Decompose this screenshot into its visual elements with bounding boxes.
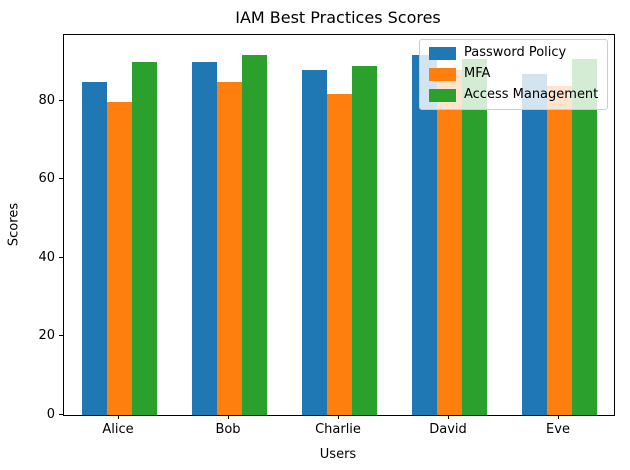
- bar-bob-access-management: [241, 54, 267, 415]
- x-tick-mark: [117, 415, 119, 419]
- legend-swatch-password-policy-icon: [429, 46, 456, 60]
- y-tick-label: 40: [38, 249, 55, 265]
- bar-charlie-access-management: [351, 66, 377, 415]
- legend-label: MFA: [464, 66, 491, 81]
- plot-area: Password Policy MFA Access Management: [63, 34, 615, 416]
- x-tick-label: David: [429, 422, 467, 437]
- legend-item-password-policy: Password Policy: [429, 45, 598, 61]
- y-tick-label: 20: [38, 328, 55, 344]
- legend-label: Password Policy: [464, 45, 567, 60]
- x-axis-label: Users: [319, 447, 357, 462]
- legend-label: Access Management: [464, 87, 599, 102]
- x-tick-label: Eve: [546, 422, 570, 437]
- y-tick-mark: [59, 256, 63, 258]
- y-axis-label: Scores: [6, 202, 22, 247]
- bar-eve-access-management: [571, 58, 597, 415]
- legend-item-mfa: MFA: [429, 66, 598, 82]
- bar-eve-password-policy: [521, 74, 547, 415]
- y-tick-mark: [59, 413, 63, 415]
- bar-david-password-policy: [411, 54, 437, 415]
- y-tick-mark: [59, 335, 63, 337]
- legend: Password Policy MFA Access Management: [419, 39, 609, 110]
- y-tick-mark: [59, 178, 63, 180]
- bar-david-access-management: [461, 58, 487, 415]
- chart-title: IAM Best Practices Scores: [235, 8, 441, 27]
- x-tick-mark: [337, 415, 339, 419]
- legend-swatch-mfa-icon: [429, 67, 456, 81]
- bar-alice-mfa: [106, 101, 132, 415]
- bar-bob-mfa: [216, 82, 242, 415]
- x-tick-label: Charlie: [315, 422, 361, 437]
- x-tick-label: Alice: [102, 422, 134, 437]
- x-tick-mark: [227, 415, 229, 419]
- legend-swatch-access-management-icon: [429, 88, 456, 102]
- y-tick-mark: [59, 100, 63, 102]
- bar-charlie-mfa: [326, 93, 352, 415]
- bar-bob-password-policy: [191, 62, 217, 415]
- bar-david-mfa: [436, 70, 462, 415]
- x-tick-label: Bob: [215, 422, 241, 437]
- bar-alice-access-management: [131, 62, 157, 415]
- legend-item-access-management: Access Management: [429, 87, 598, 103]
- bar-charlie-password-policy: [301, 70, 327, 415]
- y-tick-label: 80: [38, 93, 55, 109]
- bar-alice-password-policy: [81, 82, 107, 415]
- x-tick-mark: [447, 415, 449, 419]
- bar-eve-mfa: [546, 85, 572, 415]
- x-tick-mark: [557, 415, 559, 419]
- y-tick-label: 60: [38, 171, 55, 187]
- y-tick-label: 0: [46, 406, 55, 422]
